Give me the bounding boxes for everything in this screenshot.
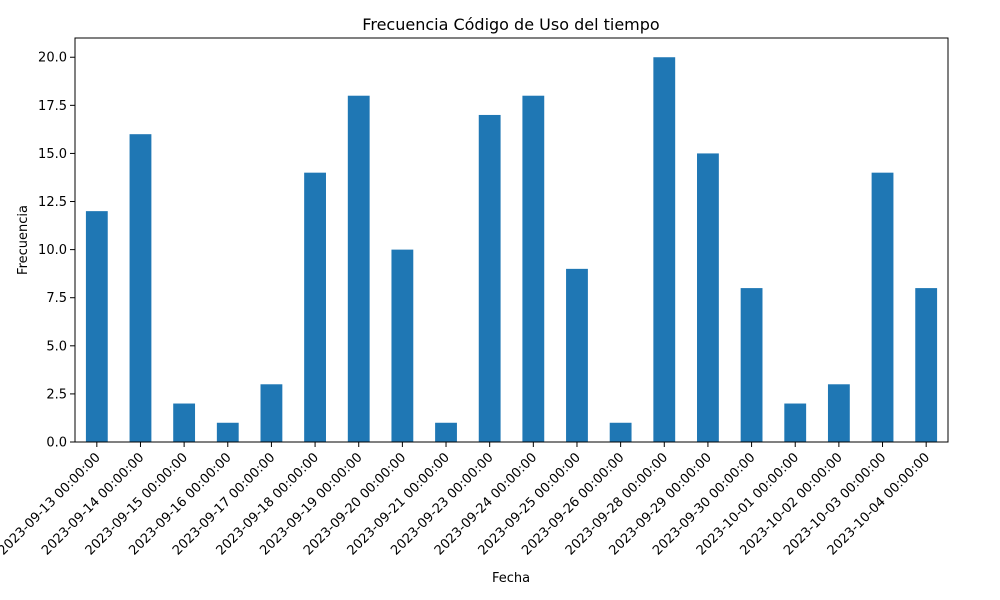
bar-17	[827, 384, 850, 442]
y-tick-label-6: 15.0	[38, 147, 67, 162]
chart-title: Frecuencia Código de Uso del tiempo	[362, 15, 659, 34]
bar-9	[478, 114, 501, 442]
bar-7	[391, 249, 414, 442]
bars-group	[85, 57, 938, 442]
bar-13	[653, 57, 676, 442]
bar-0	[85, 211, 108, 442]
bar-16	[784, 403, 807, 442]
y-tick-label-8: 20.0	[38, 51, 67, 66]
bar-8	[435, 422, 457, 442]
y-tick-label-0: 0.0	[46, 436, 67, 451]
bar-2	[173, 403, 196, 442]
y-tick-label-7: 17.5	[38, 99, 67, 114]
plot-frame	[74, 37, 949, 443]
bar-5	[304, 172, 326, 442]
bar-19	[915, 288, 938, 442]
y-tick-label-1: 2.5	[46, 387, 67, 402]
y-axis: 0.0 2.5 5.0 7.5 10.0 12.5 15.0 17.5 20.0	[38, 51, 75, 451]
y-tick-label-2: 5.0	[46, 339, 67, 354]
y-tick-label-5: 12.5	[38, 195, 67, 210]
bar-18	[871, 172, 894, 442]
y-tick-label-4: 10.0	[38, 243, 67, 258]
bar-10	[522, 95, 545, 442]
x-axis-label: Fecha	[492, 571, 530, 586]
bar-14	[697, 153, 719, 442]
bar-3	[216, 422, 239, 442]
y-tick-label-3: 7.5	[46, 291, 67, 306]
bar-6	[347, 95, 370, 442]
bar-11	[566, 268, 588, 442]
bar-15	[740, 288, 763, 442]
y-axis-label: Frecuencia	[16, 205, 31, 275]
bar-4	[260, 384, 283, 442]
bar-12	[609, 422, 632, 442]
bar-1	[129, 134, 152, 442]
